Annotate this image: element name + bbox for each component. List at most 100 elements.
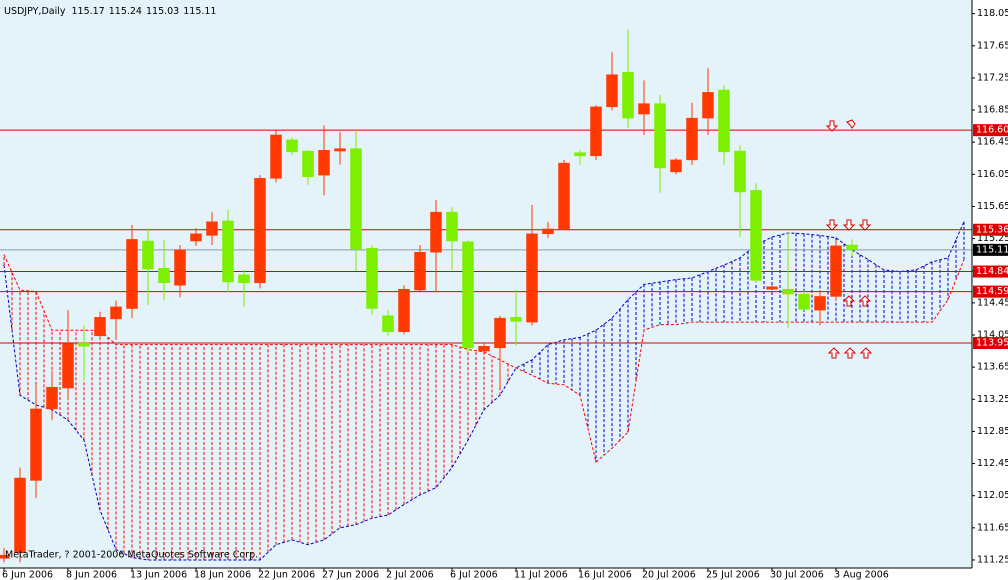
y-tick-label: 115.65: [977, 201, 1008, 212]
x-tick-label: 6 Jul 2006: [450, 570, 498, 580]
last-open: 115.17: [71, 6, 104, 17]
x-tick-label: 6 Jun 2006: [2, 570, 53, 580]
last-close: 115.11: [183, 6, 216, 17]
candle-body: [46, 386, 58, 410]
candle-body: [126, 239, 138, 309]
x-tick-label: 18 Jun 2006: [194, 570, 251, 580]
x-tick-label: 2 Jul 2006: [386, 570, 434, 580]
candle-body: [622, 72, 634, 119]
candle-body: [734, 150, 746, 193]
candle-body: [510, 317, 522, 322]
candle-body: [846, 244, 858, 251]
candle-body: [494, 317, 506, 349]
y-tick-label: 111.25: [977, 554, 1008, 565]
arrow-up: [843, 347, 857, 359]
candle-body: [830, 245, 842, 297]
candle-body: [446, 211, 458, 242]
candle-body: [142, 240, 154, 270]
x-tick-label: 3 Aug 2006: [834, 570, 889, 580]
candle-body: [366, 247, 378, 309]
y-tick-label: 111.65: [977, 522, 1008, 533]
candle-body: [686, 117, 698, 161]
plot-background: [0, 0, 972, 568]
candle-body: [0, 554, 10, 559]
candle-body: [718, 89, 730, 153]
y-tick-label: 113.65: [977, 362, 1008, 373]
x-tick-label: 25 Jul 2006: [706, 570, 760, 580]
candle-body: [462, 241, 474, 349]
y-tick-label: 112.85: [977, 426, 1008, 437]
y-tick-label: 117.65: [977, 40, 1008, 51]
y-tick-label: 117.25: [977, 72, 1008, 83]
candle-body: [702, 92, 714, 119]
x-tick-label: 11 Jul 2006: [514, 570, 568, 580]
cloud-line: [3, 221, 965, 561]
price-label: 115.36: [976, 224, 1008, 235]
candle-body: [286, 139, 298, 153]
candle-body: [334, 148, 346, 152]
y-tick-label: 114.05: [977, 330, 1008, 341]
candle-body: [158, 268, 170, 284]
x-tick-label: 27 Jun 2006: [322, 570, 379, 580]
alert-icon: [846, 119, 856, 129]
price-label-bg: [973, 337, 1008, 350]
arrow-up: [827, 347, 841, 359]
arrow-up: [842, 295, 856, 307]
arrow-down: [825, 120, 839, 132]
price-label: 114.59: [976, 286, 1008, 297]
y-tick-label: 116.45: [977, 137, 1008, 148]
chart-title: USDJPY,Daily 115.17 115.24 115.03 115.11: [4, 6, 216, 17]
candles: [0, 29, 858, 563]
arrow-up: [859, 347, 873, 359]
x-tick-label: 13 Jun 2006: [130, 570, 187, 580]
candle-body: [206, 221, 218, 236]
x-tick-label: 16 Jul 2006: [578, 570, 632, 580]
price-label: 113.95: [976, 338, 1008, 349]
candle-body: [526, 233, 538, 323]
arrow-down: [842, 219, 856, 231]
last-low: 115.03: [146, 6, 179, 17]
candle-body: [174, 249, 186, 286]
candle-body: [782, 288, 794, 295]
candle-body: [430, 211, 442, 253]
candle-body: [414, 252, 426, 291]
x-tick-label: 20 Jul 2006: [642, 570, 696, 580]
candle-body: [638, 103, 650, 115]
arrow-down: [858, 219, 872, 231]
candle-body: [558, 162, 570, 230]
candle-body: [302, 150, 314, 177]
price-label-bg: [973, 285, 1008, 298]
candle-body: [654, 103, 666, 169]
candle-body: [590, 106, 602, 157]
x-tick-label: 30 Jul 2006: [770, 570, 824, 580]
candle-body: [110, 306, 122, 320]
price-label: 115.11: [976, 244, 1008, 255]
candle-body: [398, 288, 410, 333]
y-tick-label: 112.45: [977, 458, 1008, 469]
cloud-line: [3, 254, 965, 463]
y-tick-label: 113.25: [977, 394, 1008, 405]
candle-body: [750, 190, 762, 281]
y-tick-label: 116.05: [977, 169, 1008, 180]
symbol: USDJPY,Daily: [4, 6, 66, 17]
candle-body: [62, 343, 74, 389]
candle-body: [350, 148, 362, 250]
arrow-down: [825, 219, 839, 231]
watermark: MetaTrader, ? 2001-2006 MetaQuotes Softw…: [5, 550, 258, 561]
y-tick-label: 114.45: [977, 297, 1008, 308]
arrow-up: [858, 295, 872, 307]
candle-body: [30, 408, 42, 481]
y-tick-label: 115.25: [977, 233, 1008, 244]
candle-body: [606, 74, 618, 108]
candle-body: [574, 152, 586, 157]
price-label: 114.84: [976, 266, 1008, 277]
candle-body: [670, 159, 682, 173]
candle-body: [78, 342, 90, 347]
price-label-bg: [973, 243, 1008, 256]
x-tick-label: 8 Jun 2006: [66, 570, 117, 580]
candle-body: [542, 228, 554, 235]
candle-body: [94, 317, 106, 337]
candle-body: [478, 346, 490, 352]
y-tick-label: 112.05: [977, 490, 1008, 501]
